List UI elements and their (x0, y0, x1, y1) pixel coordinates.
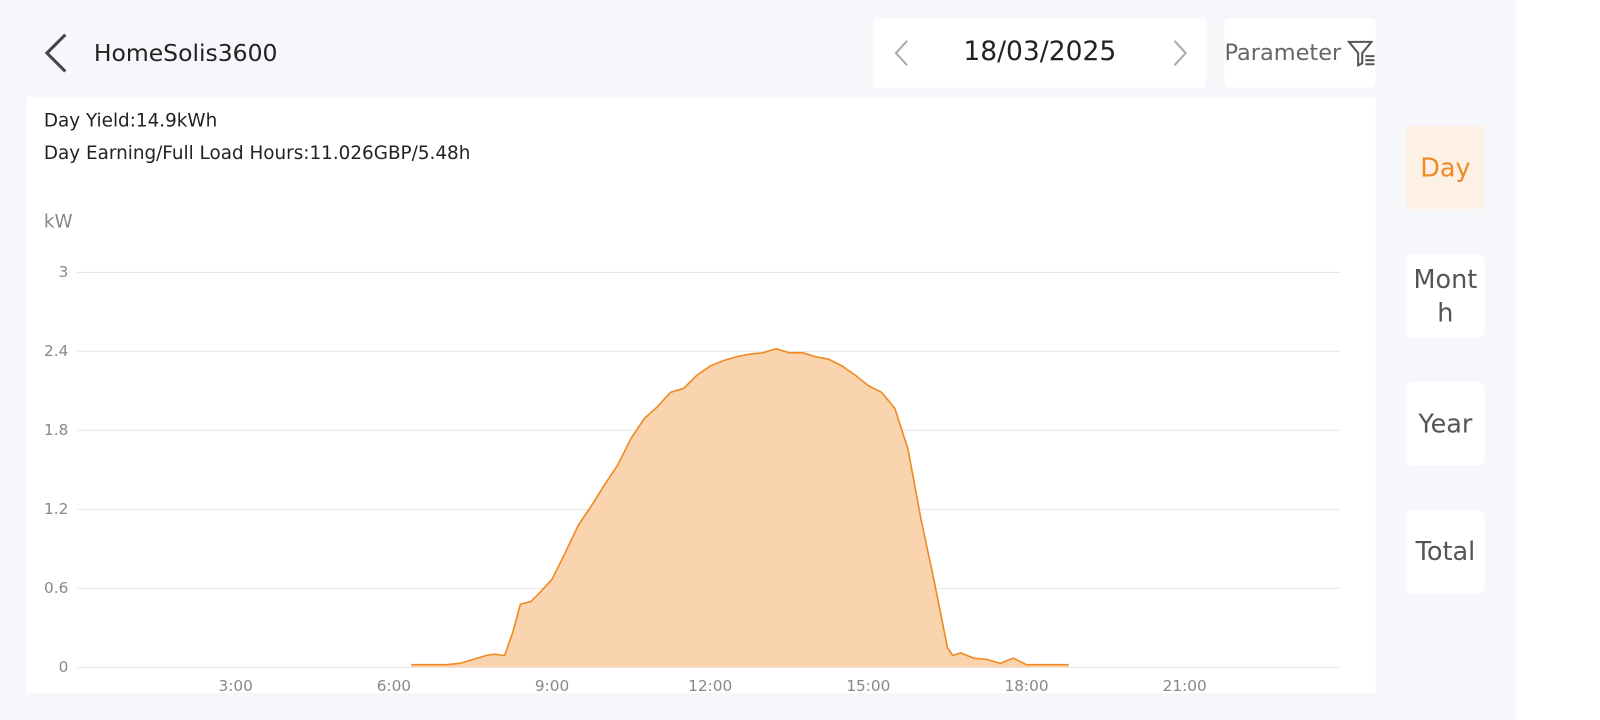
parameter-button[interactable]: Parameter (1224, 18, 1376, 88)
date-picker: 18/03/2025 (873, 18, 1207, 88)
prev-date[interactable] (892, 39, 912, 68)
filter-icon (1346, 40, 1375, 67)
x-tick-label: 6:00 (377, 677, 411, 695)
y-tick-label: 3 (59, 263, 69, 281)
period-tab[interactable]: Month (1406, 253, 1485, 338)
date-label[interactable]: 18/03/2025 (963, 36, 1117, 68)
x-tick-label: 15:00 (846, 677, 890, 695)
next-date[interactable] (1169, 39, 1189, 68)
y-tick-label: 1.2 (44, 500, 68, 518)
x-tick-label: 3:00 (219, 677, 253, 695)
x-tick-label: 9:00 (535, 677, 569, 695)
period-tab[interactable]: Total (1406, 509, 1485, 594)
parameter-label: Parameter (1224, 40, 1342, 67)
area-line (411, 347, 1069, 666)
y-tick-label: 2.4 (44, 342, 68, 360)
period-tab[interactable]: Year (1406, 381, 1485, 466)
day-earning: Day Earning/Full Load Hours:11.026GBP/5.… (43, 142, 471, 165)
y-tick-label: 1.8 (44, 421, 68, 439)
x-tick-label: 21:00 (1163, 677, 1207, 695)
x-tick-label: 18:00 (1004, 677, 1048, 695)
x-tick-label: 12:00 (688, 677, 732, 695)
device-title: HomeSolis3600 (93, 40, 278, 68)
chart: kW 0 0.6 1.2 1.8 2.4 3 3:00 6:00 9:00 12:00 15:00 1… (44, 211, 1340, 695)
y-axis-unit: kW (44, 211, 73, 232)
back-button[interactable] (41, 31, 72, 76)
y-tick-label: 0 (59, 658, 69, 676)
y-tick-label: 0.6 (44, 579, 68, 597)
day-yield: Day Yield:14.9kWh (43, 110, 218, 132)
area-fill (411, 348, 1069, 668)
period-tab[interactable]: Day (1406, 125, 1485, 210)
